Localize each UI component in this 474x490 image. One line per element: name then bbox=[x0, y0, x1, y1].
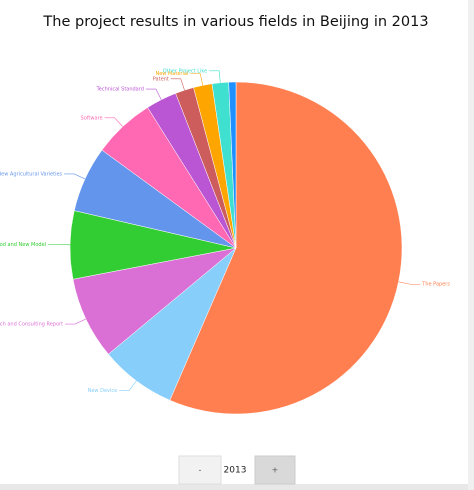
chart-title: The project results in various fields in… bbox=[42, 14, 428, 30]
slice-label: Other Project Like bbox=[163, 68, 207, 74]
slice-label: Software bbox=[81, 115, 103, 121]
pie: The Papers New Device Research and Consult… bbox=[0, 68, 450, 415]
label-line bbox=[119, 380, 137, 391]
label-line bbox=[104, 117, 123, 127]
scrollbar bbox=[468, 0, 474, 490]
slice-label: New Device bbox=[88, 388, 118, 394]
label-line bbox=[64, 173, 86, 180]
slice-label: Research and Consulting Report bbox=[0, 322, 63, 328]
slice-label: New Agricultural Varieties bbox=[0, 171, 63, 177]
pie-slice bbox=[169, 81, 403, 415]
slice-label: New Material bbox=[155, 71, 188, 77]
label-line bbox=[145, 88, 162, 100]
slice-label: Technical Standard bbox=[96, 87, 144, 93]
label-line bbox=[170, 78, 185, 91]
bottom-bar bbox=[0, 484, 468, 490]
year-prev-button[interactable]: - bbox=[178, 455, 222, 485]
slice-label: New Method and New Model bbox=[0, 242, 46, 248]
label-line bbox=[65, 318, 87, 325]
button-label[interactable]: + bbox=[272, 466, 279, 475]
year-label: 2013 bbox=[224, 466, 247, 476]
label-line bbox=[398, 281, 421, 285]
pie-slice bbox=[228, 81, 237, 249]
label-line bbox=[190, 73, 204, 86]
slice-label: Patent bbox=[153, 76, 169, 82]
year-next-button[interactable]: + bbox=[254, 455, 296, 485]
button-bg[interactable] bbox=[254, 455, 296, 485]
label-line bbox=[209, 70, 221, 83]
slice-label: The Papers bbox=[421, 282, 450, 288]
button-bg[interactable] bbox=[178, 455, 222, 485]
button-label[interactable]: - bbox=[199, 466, 202, 475]
